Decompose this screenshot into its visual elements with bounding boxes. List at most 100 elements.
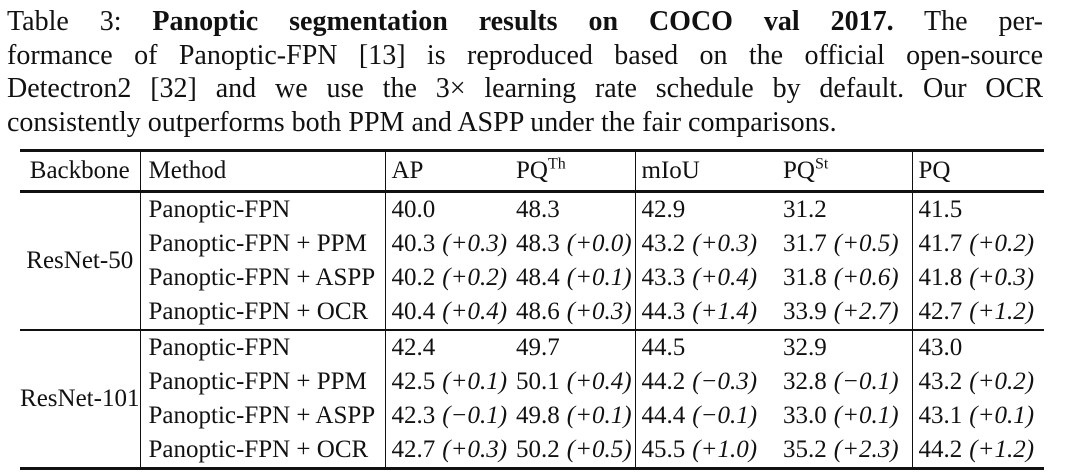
metric-value: 48.6 xyxy=(516,298,560,325)
table-row: ResNet-50 Panoptic-FPN 40.0 48.3 42.9 31… xyxy=(20,191,1044,330)
metric-delta: (−0.1) xyxy=(692,402,758,429)
method-cell: Panoptic-FPN xyxy=(140,329,386,365)
col-header-method: Method xyxy=(140,150,386,193)
metric-delta: (+0.0) xyxy=(566,230,632,257)
ap-cell: 40.3 (+0.3) xyxy=(385,227,510,261)
method-cell: Panoptic-FPN + PPM xyxy=(140,227,386,261)
pq-cell: 43.1 (+0.1) xyxy=(912,399,1044,433)
metric-delta: (+0.1) xyxy=(566,264,632,291)
metric-value: 33.0 xyxy=(783,402,827,429)
metric-delta: (+0.4) xyxy=(566,368,632,395)
method-cell: Panoptic-FPN + OCR xyxy=(140,295,386,330)
pq-th-cell: 48.3 (+0.0) xyxy=(510,227,636,261)
metric-delta: (+0.6) xyxy=(833,264,899,291)
metric-value: 50.1 xyxy=(516,368,560,395)
metric-value: 44.4 xyxy=(641,402,686,429)
ap-cell: 40.2 (+0.2) xyxy=(385,261,510,295)
metric-value: 43.2 xyxy=(641,230,686,257)
pq-cell: 42.7 (+1.2) xyxy=(912,295,1044,330)
metric-delta: (+2.7) xyxy=(833,298,899,325)
metric-value: 33.9 xyxy=(783,298,827,325)
metric-value: 41.7 xyxy=(918,230,963,257)
metric-value: 43.1 xyxy=(918,402,963,429)
metric-value: 49.7 xyxy=(516,334,560,361)
metric-value: 45.5 xyxy=(641,436,686,463)
caption-table-label: Table 3: xyxy=(7,6,153,37)
metric-delta: (+0.1) xyxy=(566,402,632,429)
metric-delta: (+0.4) xyxy=(692,264,758,291)
metric-value: 31.2 xyxy=(783,196,827,223)
metric-delta: (+0.4) xyxy=(442,298,508,325)
ap-cell: 40.4 (+0.4) xyxy=(385,295,510,330)
metric-delta: (−0.3) xyxy=(692,368,758,395)
metric-delta: (+0.1) xyxy=(969,402,1035,429)
ap-cell: 40.0 xyxy=(385,192,510,228)
pq-cell: 44.2 (+1.2) xyxy=(912,433,1044,469)
metric-value: 50.2 xyxy=(516,436,560,463)
metric-delta: (+0.2) xyxy=(969,368,1035,395)
col-header-pq: PQ xyxy=(912,150,1044,193)
metric-value: 41.5 xyxy=(918,196,963,223)
ap-cell: 42.3 (−0.1) xyxy=(385,399,510,433)
metric-delta: (+0.1) xyxy=(833,402,899,429)
metric-value: 40.4 xyxy=(391,298,436,325)
ap-cell: 42.5 (+0.1) xyxy=(385,365,510,399)
header-row: Backbone Method AP PQTh mIoU PQSt PQ xyxy=(20,150,1044,193)
results-table: Backbone Method AP PQTh mIoU PQSt PQ Res… xyxy=(20,149,1044,470)
pq-th-cell: 48.3 xyxy=(510,191,636,227)
pq-st-cell: 31.2 xyxy=(777,191,913,227)
pq-cell: 43.2 (+0.2) xyxy=(912,365,1044,399)
metric-value: 48.4 xyxy=(516,264,560,291)
metric-delta: (+0.2) xyxy=(442,264,508,291)
metric-value: 40.2 xyxy=(391,264,436,291)
pq-th-cell: 50.1 (+0.4) xyxy=(510,365,636,399)
table-row: Panoptic-FPN + OCR 42.7 (+0.3) 50.2 (+0.5)… xyxy=(20,433,1044,469)
metric-delta: (−0.1) xyxy=(442,402,508,429)
metric-delta: (+0.5) xyxy=(566,436,632,463)
col-header-miou: mIoU xyxy=(635,150,777,193)
metric-value: 42.3 xyxy=(391,402,436,429)
pq-st-cell: 31.7 (+0.5) xyxy=(777,227,913,261)
metric-value: 42.5 xyxy=(391,368,436,395)
caption-line-1: Table 3: Panoptic segmentation results o… xyxy=(7,5,1043,39)
backbone-cell: ResNet-101 xyxy=(20,329,141,469)
col-header-ap: AP xyxy=(385,150,510,193)
pq-st-cell: 32.8 (−0.1) xyxy=(777,365,913,399)
pq-st-cell: 32.9 xyxy=(777,329,913,365)
metric-value: 40.0 xyxy=(391,196,436,223)
miou-cell: 44.3 (+1.4) xyxy=(635,295,777,330)
ap-cell: 42.7 (+0.3) xyxy=(385,433,510,469)
col-header-backbone: Backbone xyxy=(20,150,141,193)
method-cell: Panoptic-FPN + OCR xyxy=(140,433,386,469)
metric-delta: (+1.2) xyxy=(969,436,1035,463)
pq-th-cell: 49.7 xyxy=(510,329,636,365)
col-header-pq-st: PQSt xyxy=(777,150,913,193)
pq-st-cell: 31.8 (+0.6) xyxy=(777,261,913,295)
metric-value: 48.3 xyxy=(516,230,560,257)
metric-value: 32.8 xyxy=(783,368,827,395)
metric-delta: (+0.3) xyxy=(692,230,758,257)
method-cell: Panoptic-FPN + PPM xyxy=(140,365,386,399)
table-row: Panoptic-FPN + ASPP 40.2 (+0.2) 48.4 (+0.1… xyxy=(20,261,1044,295)
metric-delta: (+0.1) xyxy=(442,368,508,395)
miou-cell: 44.5 xyxy=(635,329,777,365)
caption-title-bold: Panoptic segmentation results on COCO va… xyxy=(152,6,894,37)
pq-th-label: PQ xyxy=(516,157,548,184)
table-row: Panoptic-FPN + ASPP 42.3 (−0.1) 49.8 (+0.1… xyxy=(20,399,1044,433)
backbone-cell: ResNet-50 xyxy=(20,191,141,330)
metric-value: 44.5 xyxy=(641,334,686,361)
ap-cell: 42.4 xyxy=(385,329,510,365)
pq-cell: 41.7 (+0.2) xyxy=(912,227,1044,261)
table-row: Panoptic-FPN + OCR 40.4 (+0.4) 48.6 (+0.3)… xyxy=(20,295,1044,330)
caption-line-2: formance of Panoptic-FPN [13] is reprodu… xyxy=(7,39,1043,71)
miou-cell: 45.5 (+1.0) xyxy=(635,433,777,469)
metric-delta: (−0.1) xyxy=(833,368,899,395)
metric-value: 41.8 xyxy=(918,264,963,291)
caption-line-3: Detectron2 [32] and we use the 3× learni… xyxy=(7,73,1043,104)
table-row: Panoptic-FPN + PPM 42.5 (+0.1) 50.1 (+0.4)… xyxy=(20,365,1044,399)
metric-delta: (+0.3) xyxy=(969,264,1035,291)
metric-value: 44.2 xyxy=(641,368,686,395)
metric-value: 44.2 xyxy=(918,436,963,463)
metric-delta: (+2.3) xyxy=(833,436,899,463)
metric-delta: (+0.5) xyxy=(833,230,899,257)
